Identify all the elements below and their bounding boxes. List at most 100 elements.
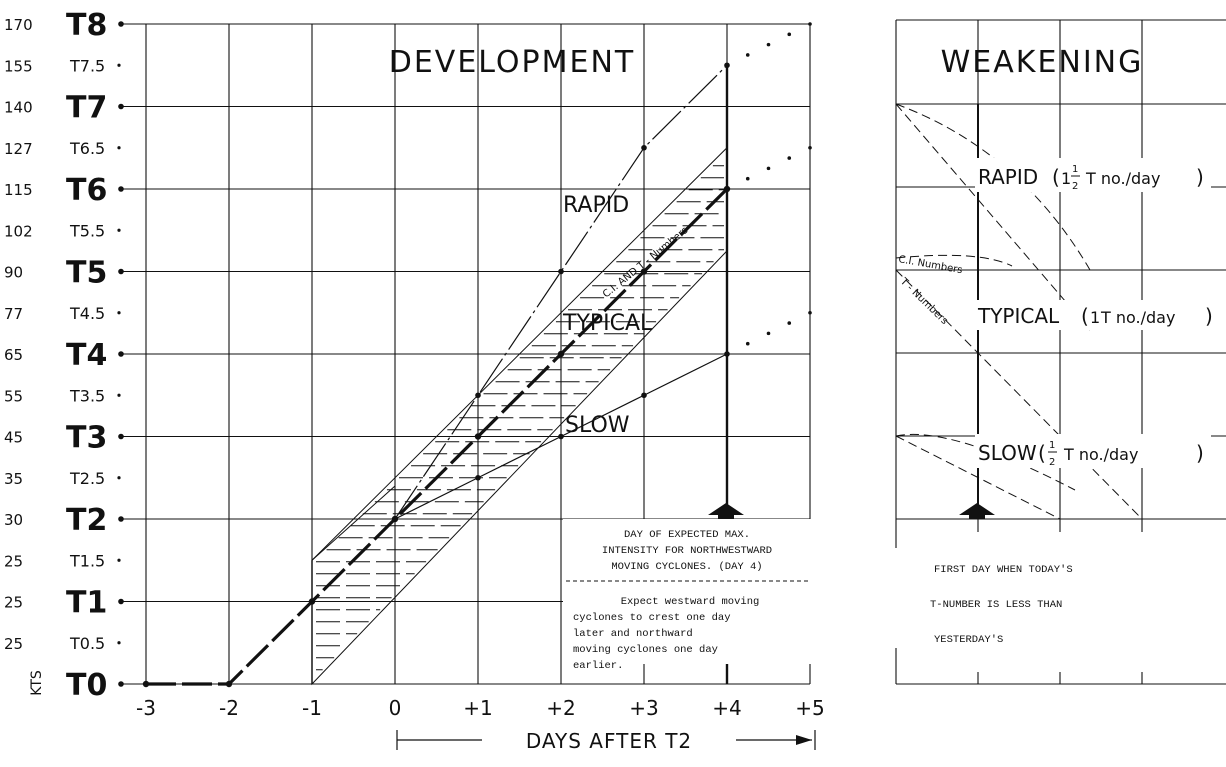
t-number-label: T1 <box>66 586 107 621</box>
typical-label-bg <box>975 300 1215 330</box>
weakening-slow-label: SLOW <box>978 441 1037 465</box>
weakening-note-line-3: YESTERDAY'S <box>934 634 1003 646</box>
typical-ci-curve <box>895 254 1013 267</box>
weakening-typical-label: TYPICAL <box>977 304 1060 328</box>
x-tick-label: +3 <box>629 696 658 720</box>
rapid-label-bg <box>975 158 1211 192</box>
note-line-8: earlier. <box>573 660 623 672</box>
rapid-rate-num: 1 <box>1072 164 1078 175</box>
peak-day-arrow-icon <box>708 503 744 519</box>
series-point <box>558 268 564 275</box>
series-point <box>142 680 150 688</box>
note-line-7: moving cyclones one day <box>573 644 718 656</box>
y-tick-dot <box>118 186 124 192</box>
typical-paren-open: ( <box>1081 304 1089 328</box>
series-point <box>640 268 648 275</box>
dotted-extension-point <box>766 166 771 171</box>
y-tick-dot <box>118 681 124 687</box>
t-number-label: T4.5 <box>69 304 105 323</box>
y-tick-dot <box>117 146 121 150</box>
series-point <box>308 598 316 605</box>
y-tick-dot <box>118 433 124 440</box>
t-number-label: T4 <box>66 338 107 373</box>
slow-ci-curve <box>895 433 1076 491</box>
development-note-box <box>563 519 811 664</box>
dotted-extension-point <box>808 22 812 26</box>
t-number-label: T5.5 <box>69 221 105 240</box>
series-label-rapid: RAPID <box>563 193 629 218</box>
series-point <box>558 433 564 440</box>
x-tick-label: +4 <box>712 696 741 720</box>
series-point <box>475 392 481 399</box>
weakening-note-box <box>895 548 1195 648</box>
typical-rate-unit: T no./day <box>1100 308 1175 327</box>
kts-tick-label: 25 <box>4 594 23 612</box>
slow-rate-den: 2 <box>1049 457 1055 468</box>
rapid-rate-den: 2 <box>1072 181 1078 192</box>
note-line-2: INTENSITY FOR NORTHWESTWARD <box>602 545 772 557</box>
y-tick-dot <box>117 476 121 480</box>
note-line-4: Expect westward moving <box>621 596 760 608</box>
x-tick-label: 0 <box>389 696 402 720</box>
kts-tick-label: 140 <box>4 99 33 117</box>
kts-tick-label: 90 <box>4 264 23 282</box>
y-tick-dot <box>118 103 124 110</box>
t-number-label: T2.5 <box>69 469 105 488</box>
y-tick-dot <box>118 268 124 275</box>
typical-t-curve <box>895 269 1143 520</box>
slow-rate-unit: T no./day <box>1063 445 1138 464</box>
t-number-label: T1.5 <box>69 551 105 570</box>
series-point <box>641 392 647 399</box>
series-point <box>475 474 481 481</box>
series-point <box>723 185 731 193</box>
rapid-t-curve <box>895 103 1091 331</box>
y-tick-dot <box>117 393 121 397</box>
t-numbers-label: T - Numbers <box>897 276 950 327</box>
y-tick-dot <box>118 351 124 357</box>
t-number-label: T3 <box>66 421 107 456</box>
series-point <box>225 680 233 688</box>
kts-tick-label: 102 <box>4 222 33 240</box>
t-number-label: T3.5 <box>69 386 105 405</box>
note-line-1: DAY OF EXPECTED MAX. <box>624 529 750 541</box>
typical-rate-whole: 1 <box>1090 308 1100 327</box>
dotted-extension-point <box>745 341 750 346</box>
t-number-label: T0.5 <box>69 634 105 653</box>
kts-tick-label: 25 <box>4 552 23 570</box>
y-tick-dot <box>117 558 121 562</box>
x-tick-label: +1 <box>463 696 492 720</box>
kts-tick-label: 127 <box>4 140 33 158</box>
kts-tick-label: 55 <box>4 387 23 405</box>
x-tick-label: -3 <box>136 696 156 720</box>
kts-tick-label: 77 <box>4 305 23 323</box>
kts-tick-label: 35 <box>4 470 23 488</box>
y-tick-dot <box>117 311 121 315</box>
t-number-label: T8 <box>66 8 107 43</box>
x-axis-label: DAYS AFTER T2 <box>526 729 692 753</box>
ci-t-number-band <box>311 146 728 686</box>
kts-tick-label: 30 <box>4 511 23 529</box>
weakening-curves <box>895 103 1143 520</box>
y-tick-dot <box>118 516 124 522</box>
x-tick-label: -2 <box>219 696 239 720</box>
series-point <box>724 62 730 69</box>
series-point <box>724 351 730 357</box>
band-label: C.I. AND T - Numbers <box>601 225 690 300</box>
x-tick-label: -1 <box>302 696 322 720</box>
slow-paren-close: ) <box>1196 441 1204 465</box>
kts-tick-label: 115 <box>4 181 33 199</box>
series-line-typical <box>146 187 729 686</box>
series-line-rapid <box>394 64 728 520</box>
weakening-rapid-label: RAPID <box>978 165 1038 189</box>
t-number-label: T0 <box>66 668 107 703</box>
dotted-extension-point <box>787 156 792 160</box>
y-tick-dot <box>117 63 121 67</box>
note-line-6: later and northward <box>573 628 693 640</box>
t-number-label: T6.5 <box>69 139 105 158</box>
x-tick-label: +5 <box>795 696 824 720</box>
y-tick-dot <box>117 228 121 232</box>
rapid-rate-unit: T no./day <box>1085 169 1160 188</box>
dotted-extension-point <box>745 176 750 181</box>
kts-tick-label: 25 <box>4 635 23 653</box>
slow-label-bg <box>975 434 1211 468</box>
